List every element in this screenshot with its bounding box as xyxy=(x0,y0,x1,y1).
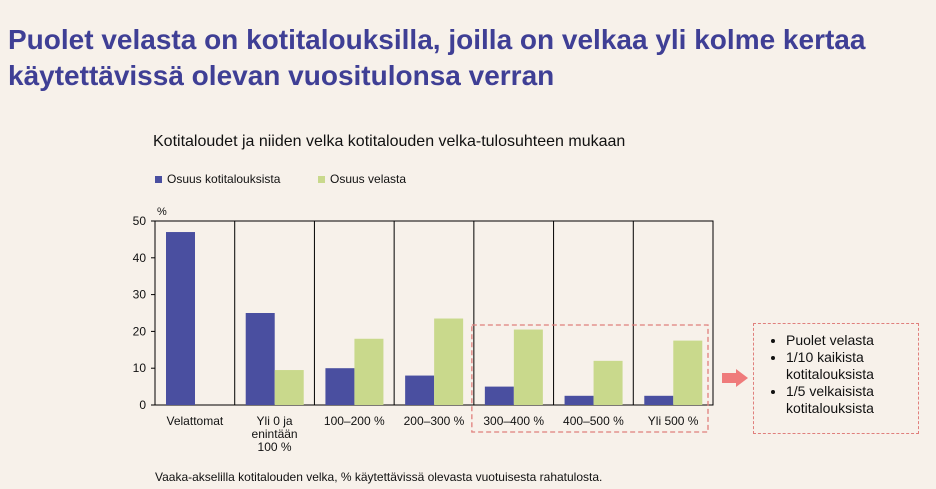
bar-households xyxy=(325,368,355,405)
bar-households xyxy=(245,313,275,405)
x-tick-label: 300–400 % xyxy=(483,414,544,428)
bar-debt xyxy=(513,329,543,405)
legend-item-debt: Osuus velasta xyxy=(318,172,406,186)
legend-swatch-debt xyxy=(318,175,325,183)
y-tick-label: 30 xyxy=(133,288,147,302)
x-tick-label-line: Yli 0 ja xyxy=(257,414,293,428)
slide-title: Puolet velasta on kotitalouksilla, joill… xyxy=(8,24,866,91)
x-tick-label-line: 200–300 % xyxy=(404,414,465,428)
y-axis-unit: % xyxy=(157,206,167,218)
callout-item: 1/5 velkaisista kotitalouksista xyxy=(786,383,914,417)
bar-households xyxy=(564,395,594,405)
bar-households xyxy=(644,395,674,405)
x-tick-label: Yli 500 % xyxy=(648,414,699,428)
x-tick-label-line: 100 % xyxy=(258,440,292,454)
x-tick-label-line: 100–200 % xyxy=(324,414,385,428)
chart-title: Kotitaloudet ja niiden velka kotitaloude… xyxy=(153,133,626,150)
x-tick-label-line: 300–400 % xyxy=(483,414,544,428)
bar-households xyxy=(405,375,435,405)
legend-swatch-households xyxy=(155,175,162,183)
x-tick-label-line: Velattomat xyxy=(167,414,224,428)
x-tick-label-line: 400–500 % xyxy=(563,414,624,428)
legend-item-households: Osuus kotitalouksista xyxy=(155,172,280,186)
bar-debt xyxy=(593,360,623,405)
legend-label-households: Osuus kotitalouksista xyxy=(167,172,281,186)
callout-box: Puolet velasta 1/10 kaikista kotitalouks… xyxy=(753,323,919,434)
bar-debt xyxy=(434,318,464,405)
highlight-box xyxy=(471,324,709,433)
bar-debt xyxy=(354,338,384,405)
x-tick-label: 400–500 % xyxy=(563,414,624,428)
callout-item: 1/10 kaikista kotitalouksista xyxy=(786,349,914,383)
legend-label-debt: Osuus velasta xyxy=(330,172,407,186)
x-tick-label: 100–200 % xyxy=(324,414,385,428)
x-tick-label: Velattomat xyxy=(167,414,224,428)
x-tick-label: Yli 0 ja enintään 100 % xyxy=(252,414,298,454)
arrow-right-icon xyxy=(722,369,748,387)
chart-note: Vaaka-akselilla kotitalouden velka, % kä… xyxy=(155,470,603,484)
bar-households xyxy=(166,232,195,405)
y-tick-label: 40 xyxy=(133,251,147,265)
y-tick-label: 20 xyxy=(133,324,147,338)
bar-debt xyxy=(274,370,304,405)
x-tick-label-line: Yli 500 % xyxy=(648,414,699,428)
y-tick-label: 10 xyxy=(133,361,147,375)
y-tick-label: 0 xyxy=(139,398,146,412)
callout-item: Puolet velasta xyxy=(786,332,914,349)
bar-debt xyxy=(673,340,703,405)
x-tick-label-line: enintään xyxy=(252,427,298,441)
bar-households xyxy=(484,386,514,405)
y-tick-label: 50 xyxy=(133,214,147,228)
x-tick-label: 200–300 % xyxy=(404,414,465,428)
